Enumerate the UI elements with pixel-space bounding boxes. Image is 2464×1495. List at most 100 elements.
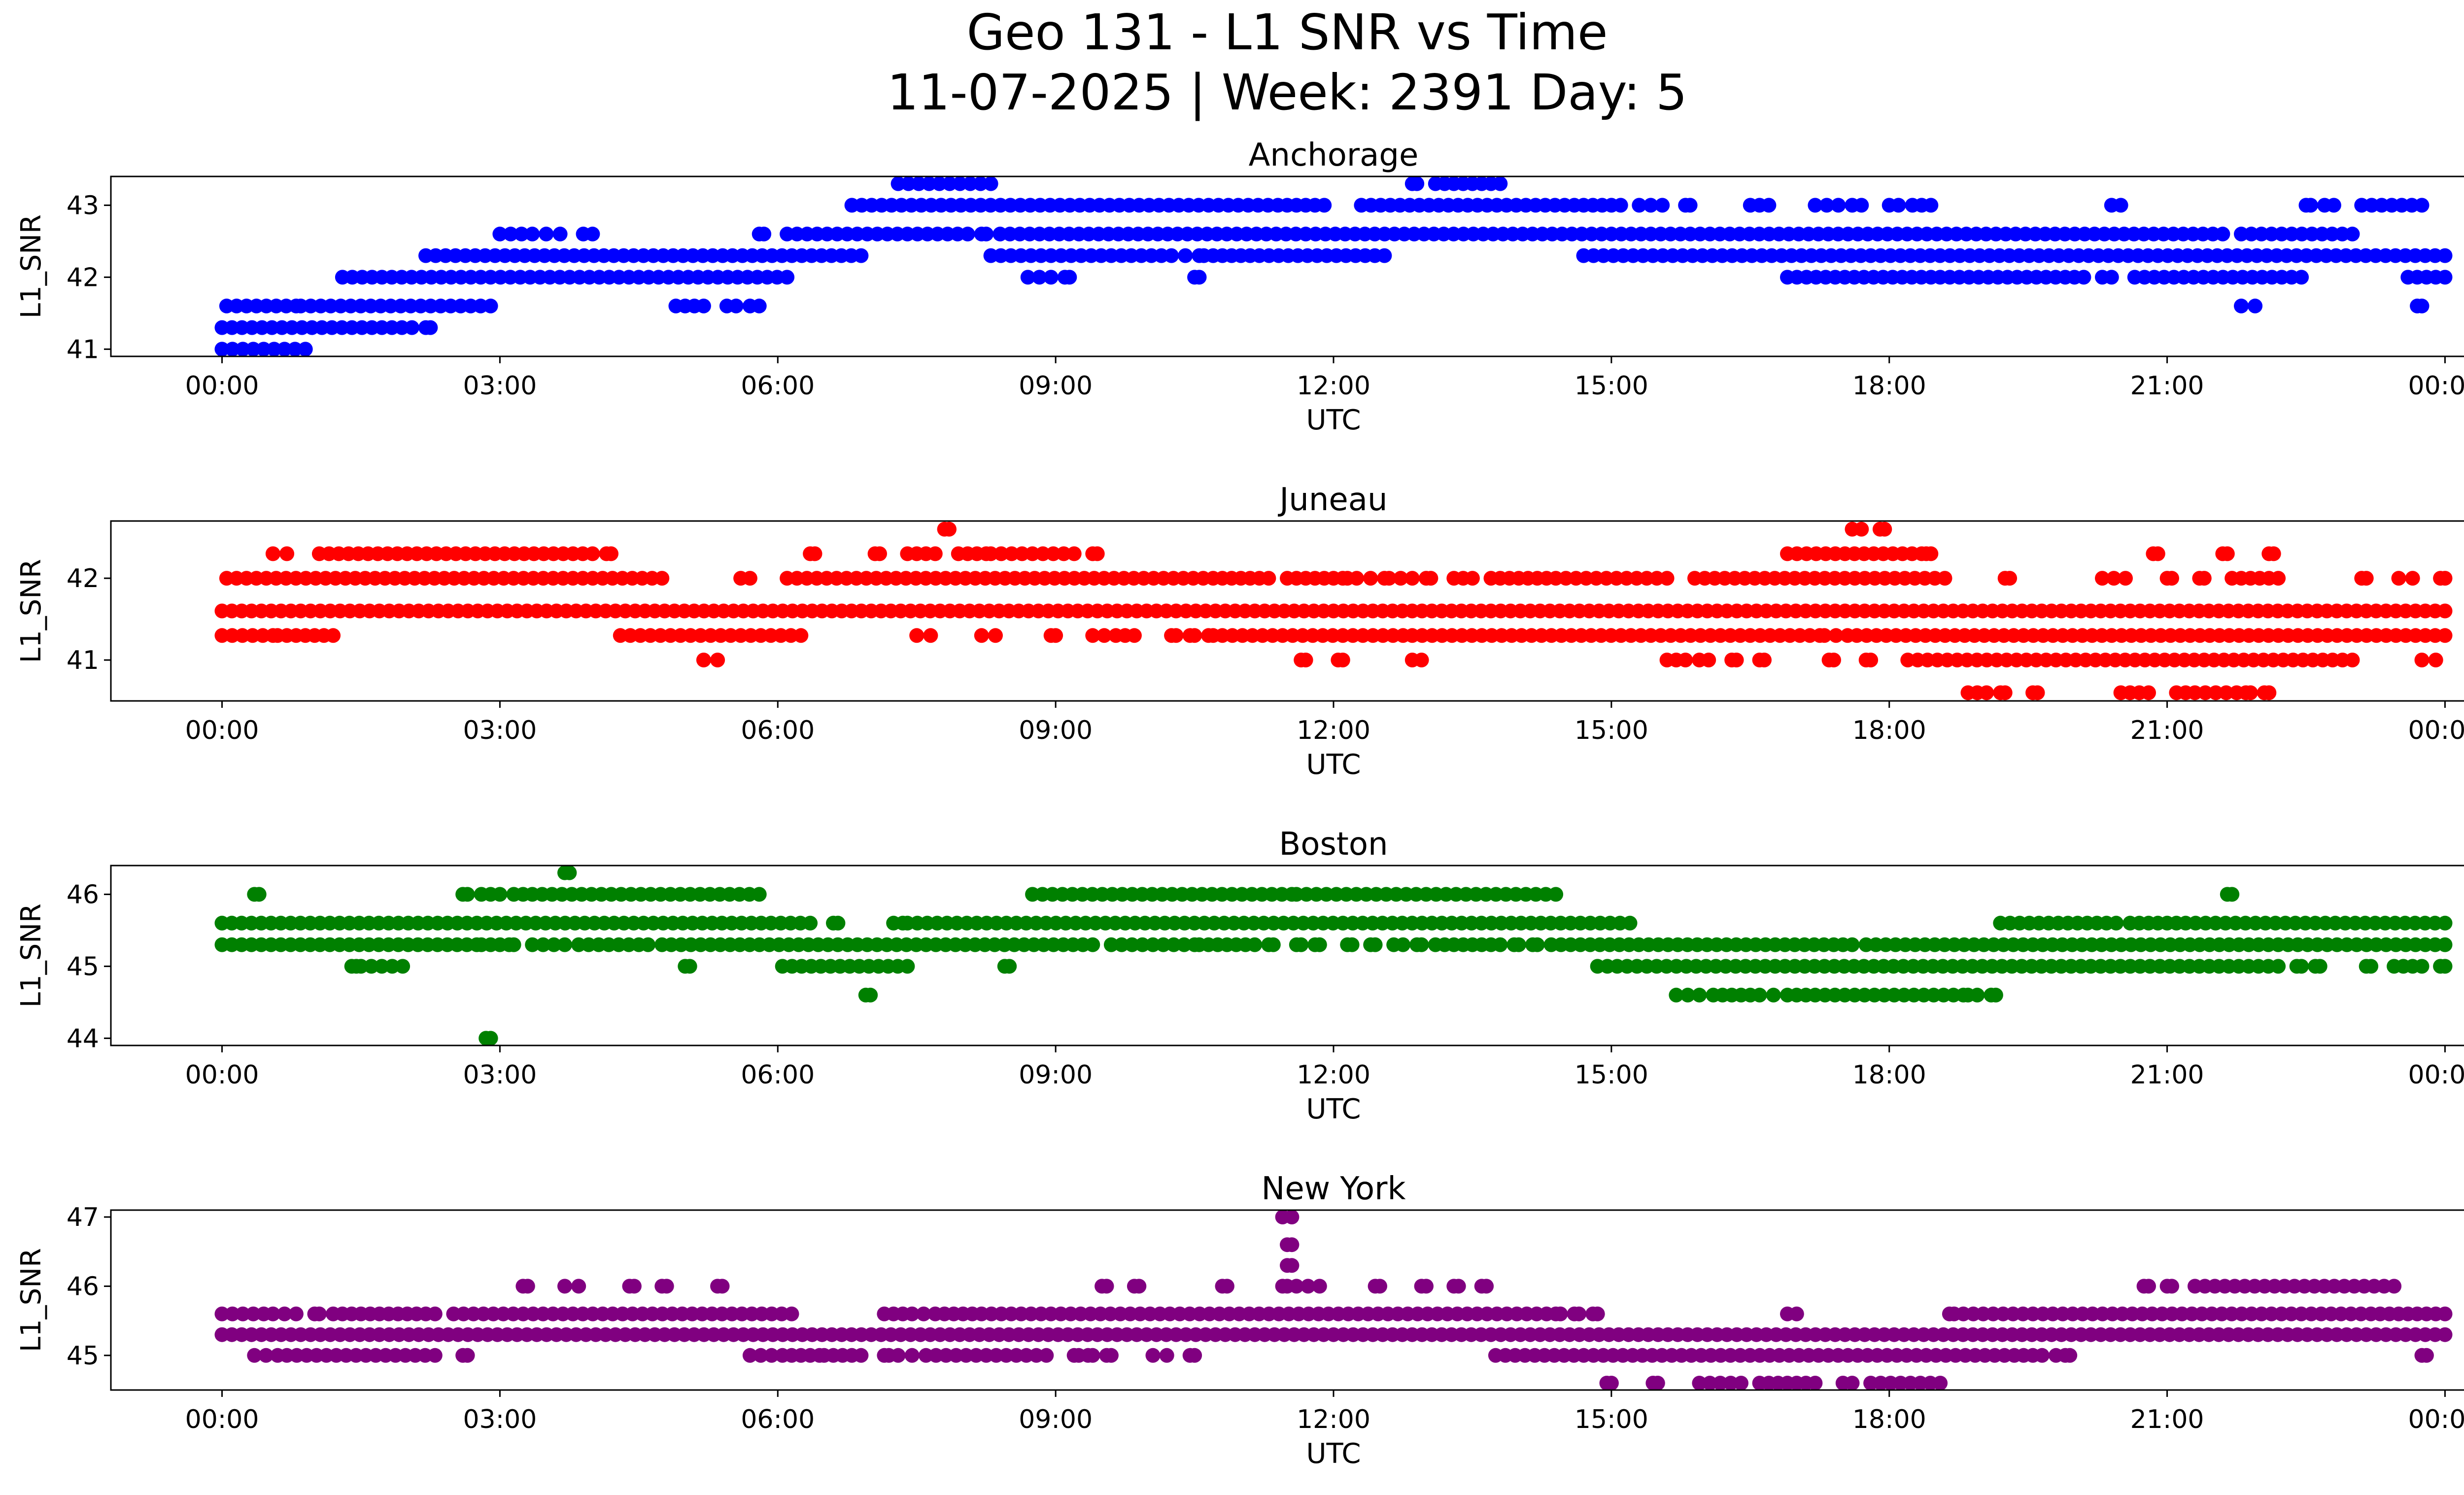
- data-point: [1817, 628, 1832, 643]
- data-point: [1261, 571, 1276, 586]
- data-point: [1622, 915, 1638, 931]
- x-tick-label: 06:00: [741, 716, 815, 745]
- data-point: [1613, 198, 1628, 213]
- data-point: [2234, 226, 2249, 242]
- data-point: [1548, 571, 1564, 586]
- data-point: [1056, 546, 1071, 561]
- data-point: [1923, 198, 1939, 213]
- data-point: [506, 937, 521, 952]
- data-point: [1877, 522, 1892, 537]
- data-point: [1381, 571, 1397, 586]
- data-point: [265, 1306, 280, 1321]
- data-point: [2284, 226, 2299, 242]
- x-tick-label: 00:00: [185, 1060, 259, 1090]
- x-tick-label: 15:00: [1574, 1405, 1648, 1434]
- data-point: [2164, 571, 2179, 586]
- data-point: [1655, 198, 1670, 213]
- data-point: [927, 546, 943, 561]
- x-axis-label: UTC: [1306, 1438, 1361, 1470]
- data-point: [2118, 571, 2133, 586]
- x-tick-label: 18:00: [1852, 716, 1926, 745]
- data-point: [547, 937, 561, 952]
- data-point: [492, 226, 508, 242]
- data-point: [1650, 1376, 1665, 1391]
- data-point: [2437, 603, 2453, 619]
- x-tick-label: 03:00: [463, 1060, 537, 1090]
- data-point: [1176, 937, 1192, 952]
- data-point: [427, 1348, 443, 1363]
- data-point: [1723, 1376, 1738, 1391]
- y-axis-label: L1_SNR: [15, 214, 47, 318]
- data-point: [235, 1306, 250, 1321]
- data-point: [1590, 1306, 1605, 1321]
- data-point: [1166, 937, 1181, 952]
- data-point: [1125, 937, 1140, 952]
- data-point: [2414, 959, 2430, 974]
- data-point: [2076, 270, 2091, 285]
- data-point: [1845, 937, 1860, 952]
- data-point: [1414, 937, 1429, 952]
- data-point: [1639, 571, 1654, 586]
- data-point: [2164, 1279, 2179, 1294]
- data-point: [1393, 571, 1408, 586]
- data-point: [2419, 1348, 2434, 1363]
- data-point: [1349, 571, 1364, 586]
- data-point: [514, 226, 529, 242]
- data-point: [960, 226, 975, 242]
- x-tick-label: 18:00: [1852, 371, 1926, 401]
- data-point: [2414, 653, 2430, 667]
- data-point: [952, 176, 967, 191]
- data-point: [1808, 198, 1823, 213]
- data-point: [1632, 198, 1647, 213]
- data-point: [854, 1348, 869, 1363]
- data-point: [1680, 987, 1695, 1003]
- data-point: [942, 522, 957, 537]
- data-point: [1997, 685, 2013, 700]
- x-tick-label: 12:00: [1297, 1405, 1370, 1434]
- x-tick-label: 21:00: [2130, 1405, 2204, 1434]
- data-point: [2113, 198, 2128, 213]
- chart-title-line-1: Geo 131 - L1 SNR vs Time: [967, 3, 1608, 61]
- data-points: [214, 176, 2453, 357]
- data-point: [503, 226, 518, 242]
- data-point: [1335, 653, 1350, 667]
- data-point: [2095, 571, 2110, 586]
- data-point: [2219, 685, 2234, 700]
- data-point: [2387, 1279, 2402, 1294]
- data-point: [2150, 546, 2165, 561]
- data-point: [1004, 546, 1019, 561]
- data-point: [1002, 959, 1017, 974]
- y-tick-label: 46: [67, 1272, 99, 1301]
- data-point: [251, 887, 267, 902]
- data-point: [2208, 685, 2224, 700]
- data-point: [2002, 571, 2018, 586]
- data-point: [2303, 198, 2318, 213]
- data-point: [2106, 571, 2122, 586]
- data-point: [1032, 270, 1047, 285]
- data-point: [1178, 248, 1193, 263]
- data-point: [1114, 937, 1129, 952]
- data-point: [1062, 270, 1077, 285]
- data-point: [1619, 571, 1634, 586]
- data-point: [1789, 1306, 1804, 1321]
- data-point: [277, 342, 292, 357]
- data-point: [890, 176, 906, 191]
- data-point: [1099, 1279, 1114, 1294]
- data-point: [1451, 1279, 1466, 1294]
- x-tick-label: 00:00: [185, 1405, 259, 1434]
- data-point: [2294, 270, 2309, 285]
- data-point: [1599, 571, 1614, 586]
- data-point: [2437, 628, 2453, 643]
- data-point: [245, 628, 260, 643]
- data-point: [1168, 628, 1184, 643]
- data-point: [962, 176, 978, 191]
- data-point: [1845, 1376, 1860, 1391]
- data-point: [1692, 987, 1707, 1003]
- data-point: [1678, 653, 1693, 667]
- data-point: [1831, 198, 1846, 213]
- data-point: [890, 1348, 906, 1363]
- data-point: [1145, 1348, 1161, 1363]
- data-point: [246, 342, 261, 357]
- data-point: [780, 270, 795, 285]
